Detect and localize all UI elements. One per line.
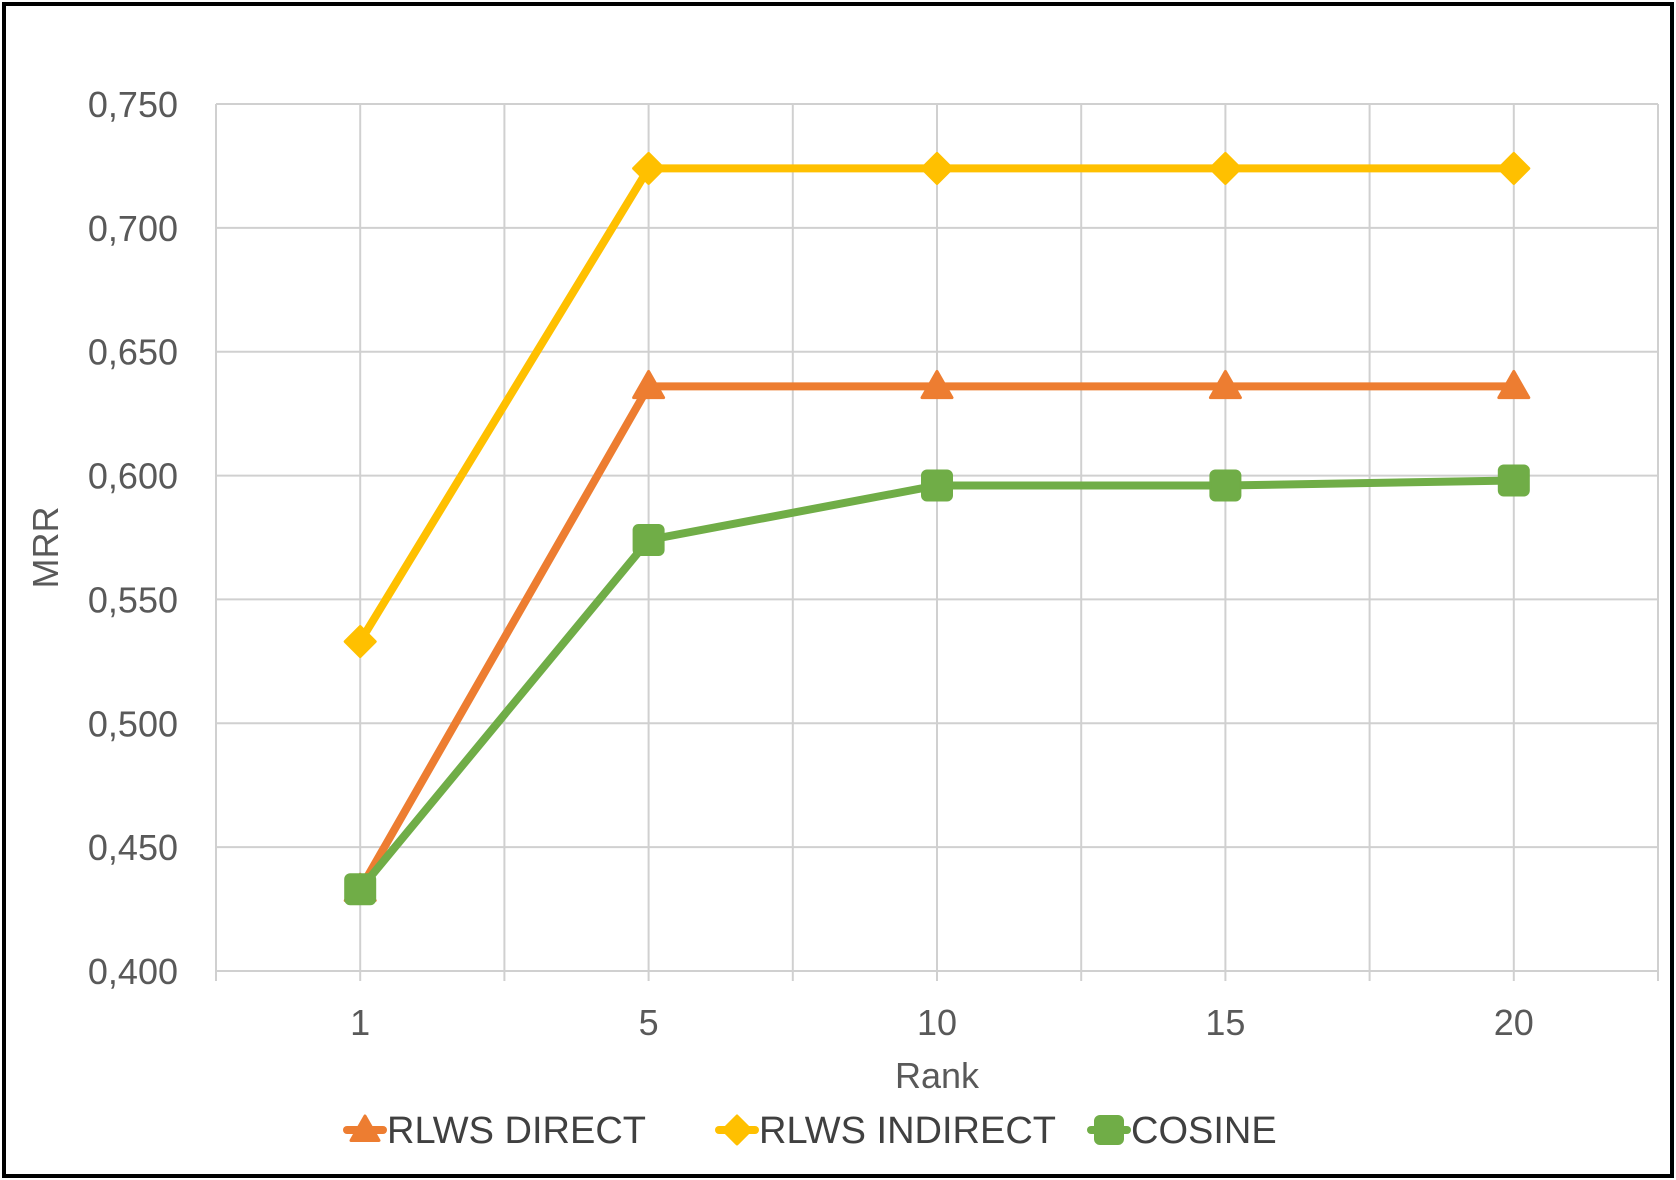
gridlines — [215, 103, 1659, 981]
series-cosine — [344, 464, 1530, 906]
data-point-diamond — [721, 1114, 753, 1146]
data-point-diamond — [343, 625, 377, 659]
legend-item-rlws-direct: RLWS DIRECT — [343, 1110, 646, 1152]
data-point-diamond — [1208, 151, 1242, 185]
data-point-triangle — [920, 369, 954, 400]
y-tick-labels: 0,400 0,450 0,500 0,550 0,600 0,650 0,700 0,750 — [88, 84, 178, 992]
y-tick-label: 0,650 — [88, 332, 178, 373]
y-axis-title: MRR — [25, 507, 66, 589]
x-tick-label: 1 — [350, 1002, 370, 1043]
legend-label: RLWS INDIRECT — [759, 1110, 1056, 1152]
series-rlws-indirect — [343, 151, 1531, 659]
data-point-square — [921, 469, 953, 502]
data-point-diamond — [632, 151, 666, 185]
y-tick-label: 0,750 — [88, 84, 178, 125]
x-tick-label: 20 — [1494, 1002, 1534, 1043]
legend: RLWS DIRECT RLWS INDIRECT COSINE — [343, 1110, 1277, 1152]
legend-label: COSINE — [1131, 1110, 1277, 1152]
data-point-square — [1094, 1115, 1124, 1145]
data-point-triangle — [349, 1114, 381, 1142]
data-point-square — [632, 523, 665, 556]
data-point-square — [344, 873, 377, 906]
y-tick-label: 0,500 — [88, 703, 178, 744]
series-layer — [343, 151, 1531, 906]
legend-item-rlws-indirect: RLWS INDIRECT — [715, 1110, 1056, 1152]
data-point-diamond — [920, 151, 954, 185]
y-tick-label: 0,600 — [88, 456, 178, 497]
x-tick-label: 10 — [917, 1002, 957, 1043]
y-tick-label: 0,550 — [88, 579, 178, 620]
legend-label: RLWS DIRECT — [387, 1110, 646, 1152]
data-point-square — [1209, 469, 1242, 502]
data-point-triangle — [1208, 369, 1242, 400]
x-tick-labels: 1 5 10 15 20 — [350, 1002, 1534, 1043]
legend-item-cosine: COSINE — [1087, 1110, 1277, 1152]
data-point-triangle — [1497, 369, 1531, 400]
data-point-diamond — [1497, 151, 1531, 185]
y-tick-label: 0,400 — [88, 951, 178, 992]
x-tick-label: 5 — [639, 1002, 659, 1043]
data-point-square — [1497, 464, 1530, 497]
y-tick-label: 0,450 — [88, 827, 178, 868]
y-tick-label: 0,700 — [88, 208, 178, 249]
data-point-triangle — [632, 369, 666, 400]
x-axis-title: Rank — [895, 1055, 980, 1096]
x-tick-label: 15 — [1205, 1002, 1245, 1043]
